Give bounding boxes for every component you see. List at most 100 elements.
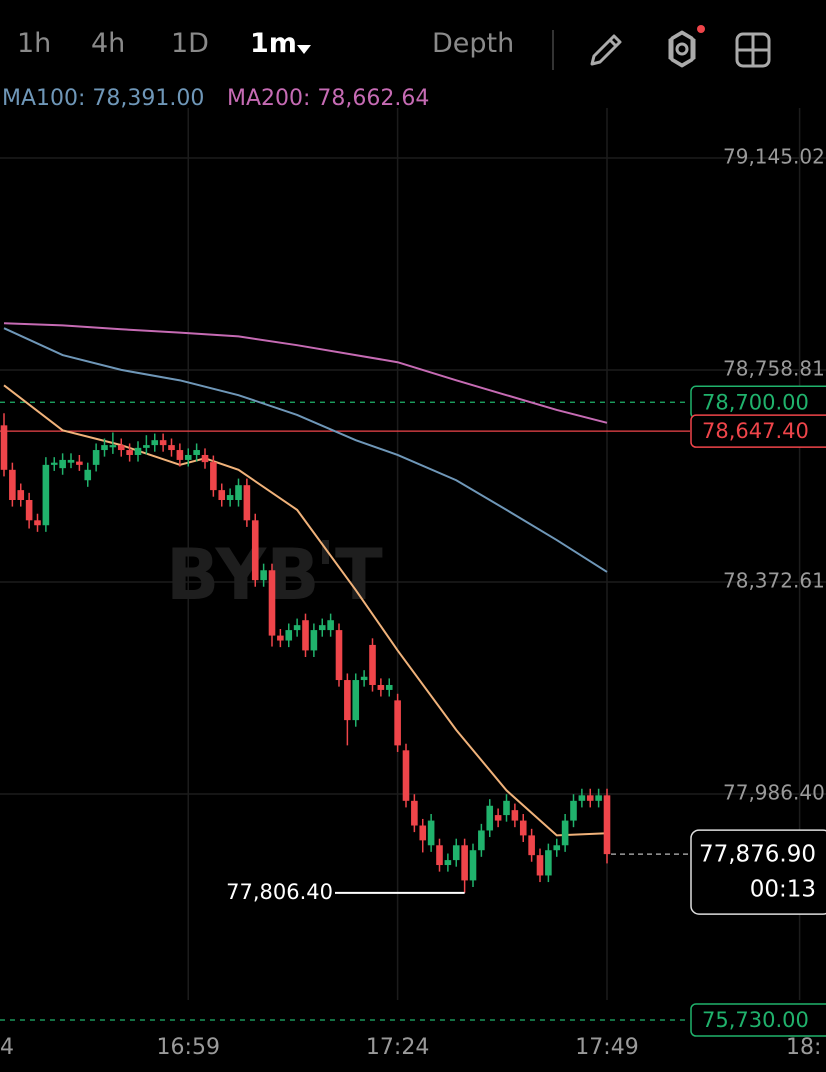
low-marker-label: 77,806.40 xyxy=(226,880,333,904)
candle-body xyxy=(92,450,100,465)
candle-body xyxy=(385,684,393,690)
candle-body xyxy=(25,499,33,521)
candle-body xyxy=(394,700,401,746)
candle-body xyxy=(586,795,594,801)
candle-body xyxy=(9,469,16,500)
candle-body xyxy=(50,462,58,465)
candle-body xyxy=(570,800,577,821)
candle-body xyxy=(0,425,8,470)
candle-body xyxy=(536,855,544,876)
candle-body xyxy=(595,795,602,801)
candle-body xyxy=(360,676,368,681)
candle-body xyxy=(318,625,326,631)
candle-body xyxy=(561,820,569,846)
layout-icon[interactable] xyxy=(734,31,774,71)
candle-body xyxy=(143,445,150,448)
candle-body xyxy=(243,485,251,521)
candle-body xyxy=(578,795,586,801)
watermark: BYB xyxy=(166,534,320,616)
candle-body xyxy=(67,459,75,463)
legend-entry: MA200: 78,662.64 xyxy=(227,86,429,111)
candle-body xyxy=(519,820,527,836)
candle-body xyxy=(151,440,159,446)
y-tick-label: 78,372.61 xyxy=(723,569,825,593)
candle-body xyxy=(168,445,175,451)
x-tick-label: 17:49 xyxy=(575,1035,638,1060)
candle-body xyxy=(327,620,334,631)
candle-body xyxy=(193,450,200,455)
candle-body xyxy=(352,680,360,721)
last-price-box xyxy=(690,829,826,915)
interval-tab[interactable]: 1D xyxy=(171,28,209,59)
candle-body xyxy=(377,684,385,690)
price-label-box xyxy=(690,414,826,448)
x-tick-label: 18: xyxy=(786,1035,821,1060)
countdown-label: 00:13 xyxy=(750,877,816,903)
candle-body xyxy=(218,490,226,500)
candle-body xyxy=(277,635,284,641)
candle-body xyxy=(302,620,309,651)
candle-body xyxy=(461,845,468,881)
candle-body xyxy=(427,820,435,846)
legend-entry: MA100: 78,391.00 xyxy=(2,86,204,111)
candle-body xyxy=(226,495,234,500)
price-label: 78,647.40 xyxy=(702,419,809,443)
last-price-label: 77,876.90 xyxy=(699,842,816,868)
candle-body xyxy=(511,810,519,821)
interval-tab-active[interactable]: 1m xyxy=(250,28,297,59)
candle-body xyxy=(528,835,535,856)
candle-body xyxy=(17,490,25,500)
settings-icon[interactable] xyxy=(658,22,712,74)
candle-body xyxy=(159,440,167,446)
candle-body xyxy=(603,795,611,855)
candle-body xyxy=(42,464,50,526)
candle-body xyxy=(134,447,142,455)
depth-tab[interactable]: Depth xyxy=(432,28,515,59)
candle-body xyxy=(402,750,410,801)
candle-body xyxy=(486,805,494,831)
draw-tool-icon[interactable] xyxy=(586,30,626,70)
candle-body xyxy=(101,445,108,451)
moving-average-line xyxy=(3,327,608,573)
y-tick-label: 79,145.02 xyxy=(723,144,825,168)
candle-body xyxy=(310,630,318,651)
candle-body xyxy=(210,462,217,491)
candle-body xyxy=(478,830,485,851)
x-tick-label: 17:24 xyxy=(366,1035,429,1060)
price-label: 75,730.00 xyxy=(702,1008,809,1032)
candle-body xyxy=(235,485,242,500)
y-tick-label: 78,758.81 xyxy=(723,357,825,381)
candle-body xyxy=(126,450,133,455)
candle-body xyxy=(503,800,510,816)
x-tick-label: 16:59 xyxy=(157,1035,220,1060)
candle-body xyxy=(411,800,418,826)
candle-body xyxy=(545,850,552,876)
divider xyxy=(552,30,554,70)
candle-body xyxy=(293,625,301,631)
candle-body xyxy=(201,454,209,463)
candle-body xyxy=(553,845,561,851)
candle-body xyxy=(436,845,443,866)
dropdown-arrow[interactable] xyxy=(296,44,312,56)
candle-body xyxy=(176,450,184,460)
watermark-bar xyxy=(322,540,329,564)
y-tick-label: 77,986.40 xyxy=(723,781,825,805)
candle-body xyxy=(76,461,83,465)
candle-body xyxy=(109,445,117,448)
x-tick-label: 4 xyxy=(0,1035,14,1060)
interval-tab[interactable]: 4h xyxy=(91,28,126,59)
candle-body xyxy=(84,469,92,481)
candle-body xyxy=(469,850,477,881)
price-label: 78,700.00 xyxy=(702,390,809,414)
candle-body xyxy=(34,520,41,526)
candle-body xyxy=(184,454,192,460)
candle-body xyxy=(344,680,351,721)
candle-body xyxy=(268,570,276,636)
watermark: T xyxy=(335,534,383,616)
price-label-box xyxy=(690,1003,826,1037)
interval-tab[interactable]: 1h xyxy=(17,28,52,59)
candle-body xyxy=(444,860,452,866)
candle-body xyxy=(117,445,125,451)
